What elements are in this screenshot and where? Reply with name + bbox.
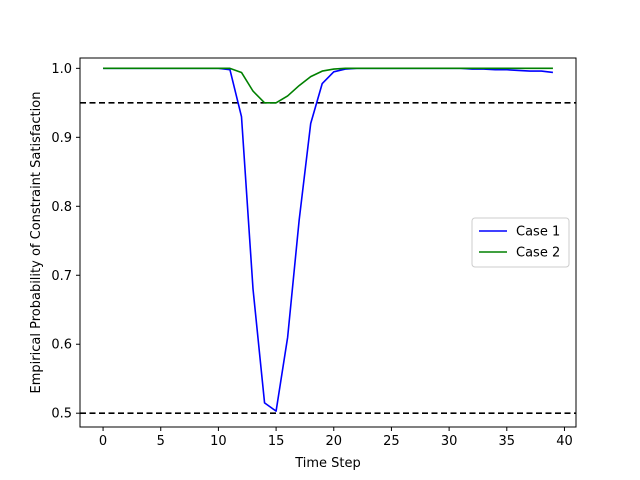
x-tick-label: 40 xyxy=(556,434,573,449)
x-tick-label: 20 xyxy=(325,434,342,449)
y-axis-label: Empirical Probability of Constraint Sati… xyxy=(29,92,44,394)
y-tick-label: 0.5 xyxy=(51,407,72,422)
y-tick-label: 0.6 xyxy=(51,338,72,353)
x-tick-label: 10 xyxy=(210,434,227,449)
legend-label-2: Case 2 xyxy=(516,246,560,261)
y-tick-label: 1.0 xyxy=(51,62,72,77)
y-axis-ticks: 0.5 0.6 0.7 0.8 0.9 1.0 xyxy=(51,62,80,422)
x-tick-label: 25 xyxy=(383,434,400,449)
legend: Case 1 Case 2 xyxy=(471,217,570,268)
reference-lines xyxy=(80,102,576,415)
x-axis-ticks: 0 5 10 15 20 25 30 35 40 xyxy=(99,427,573,449)
x-tick-label: 30 xyxy=(441,434,458,449)
x-tick-label: 35 xyxy=(499,434,516,449)
series-line-2 xyxy=(103,67,553,104)
y-tick-label: 0.8 xyxy=(51,200,72,215)
y-tick-label: 0.7 xyxy=(51,269,72,284)
plot-area-frame xyxy=(79,57,577,428)
legend-label-1: Case 1 xyxy=(516,225,560,240)
series-lines xyxy=(103,67,554,412)
x-tick-label: 15 xyxy=(268,434,285,449)
x-tick-label: 0 xyxy=(99,434,107,449)
x-tick-label: 5 xyxy=(157,434,165,449)
y-tick-label: 0.9 xyxy=(51,131,72,146)
x-axis-label: Time Step xyxy=(294,456,361,471)
